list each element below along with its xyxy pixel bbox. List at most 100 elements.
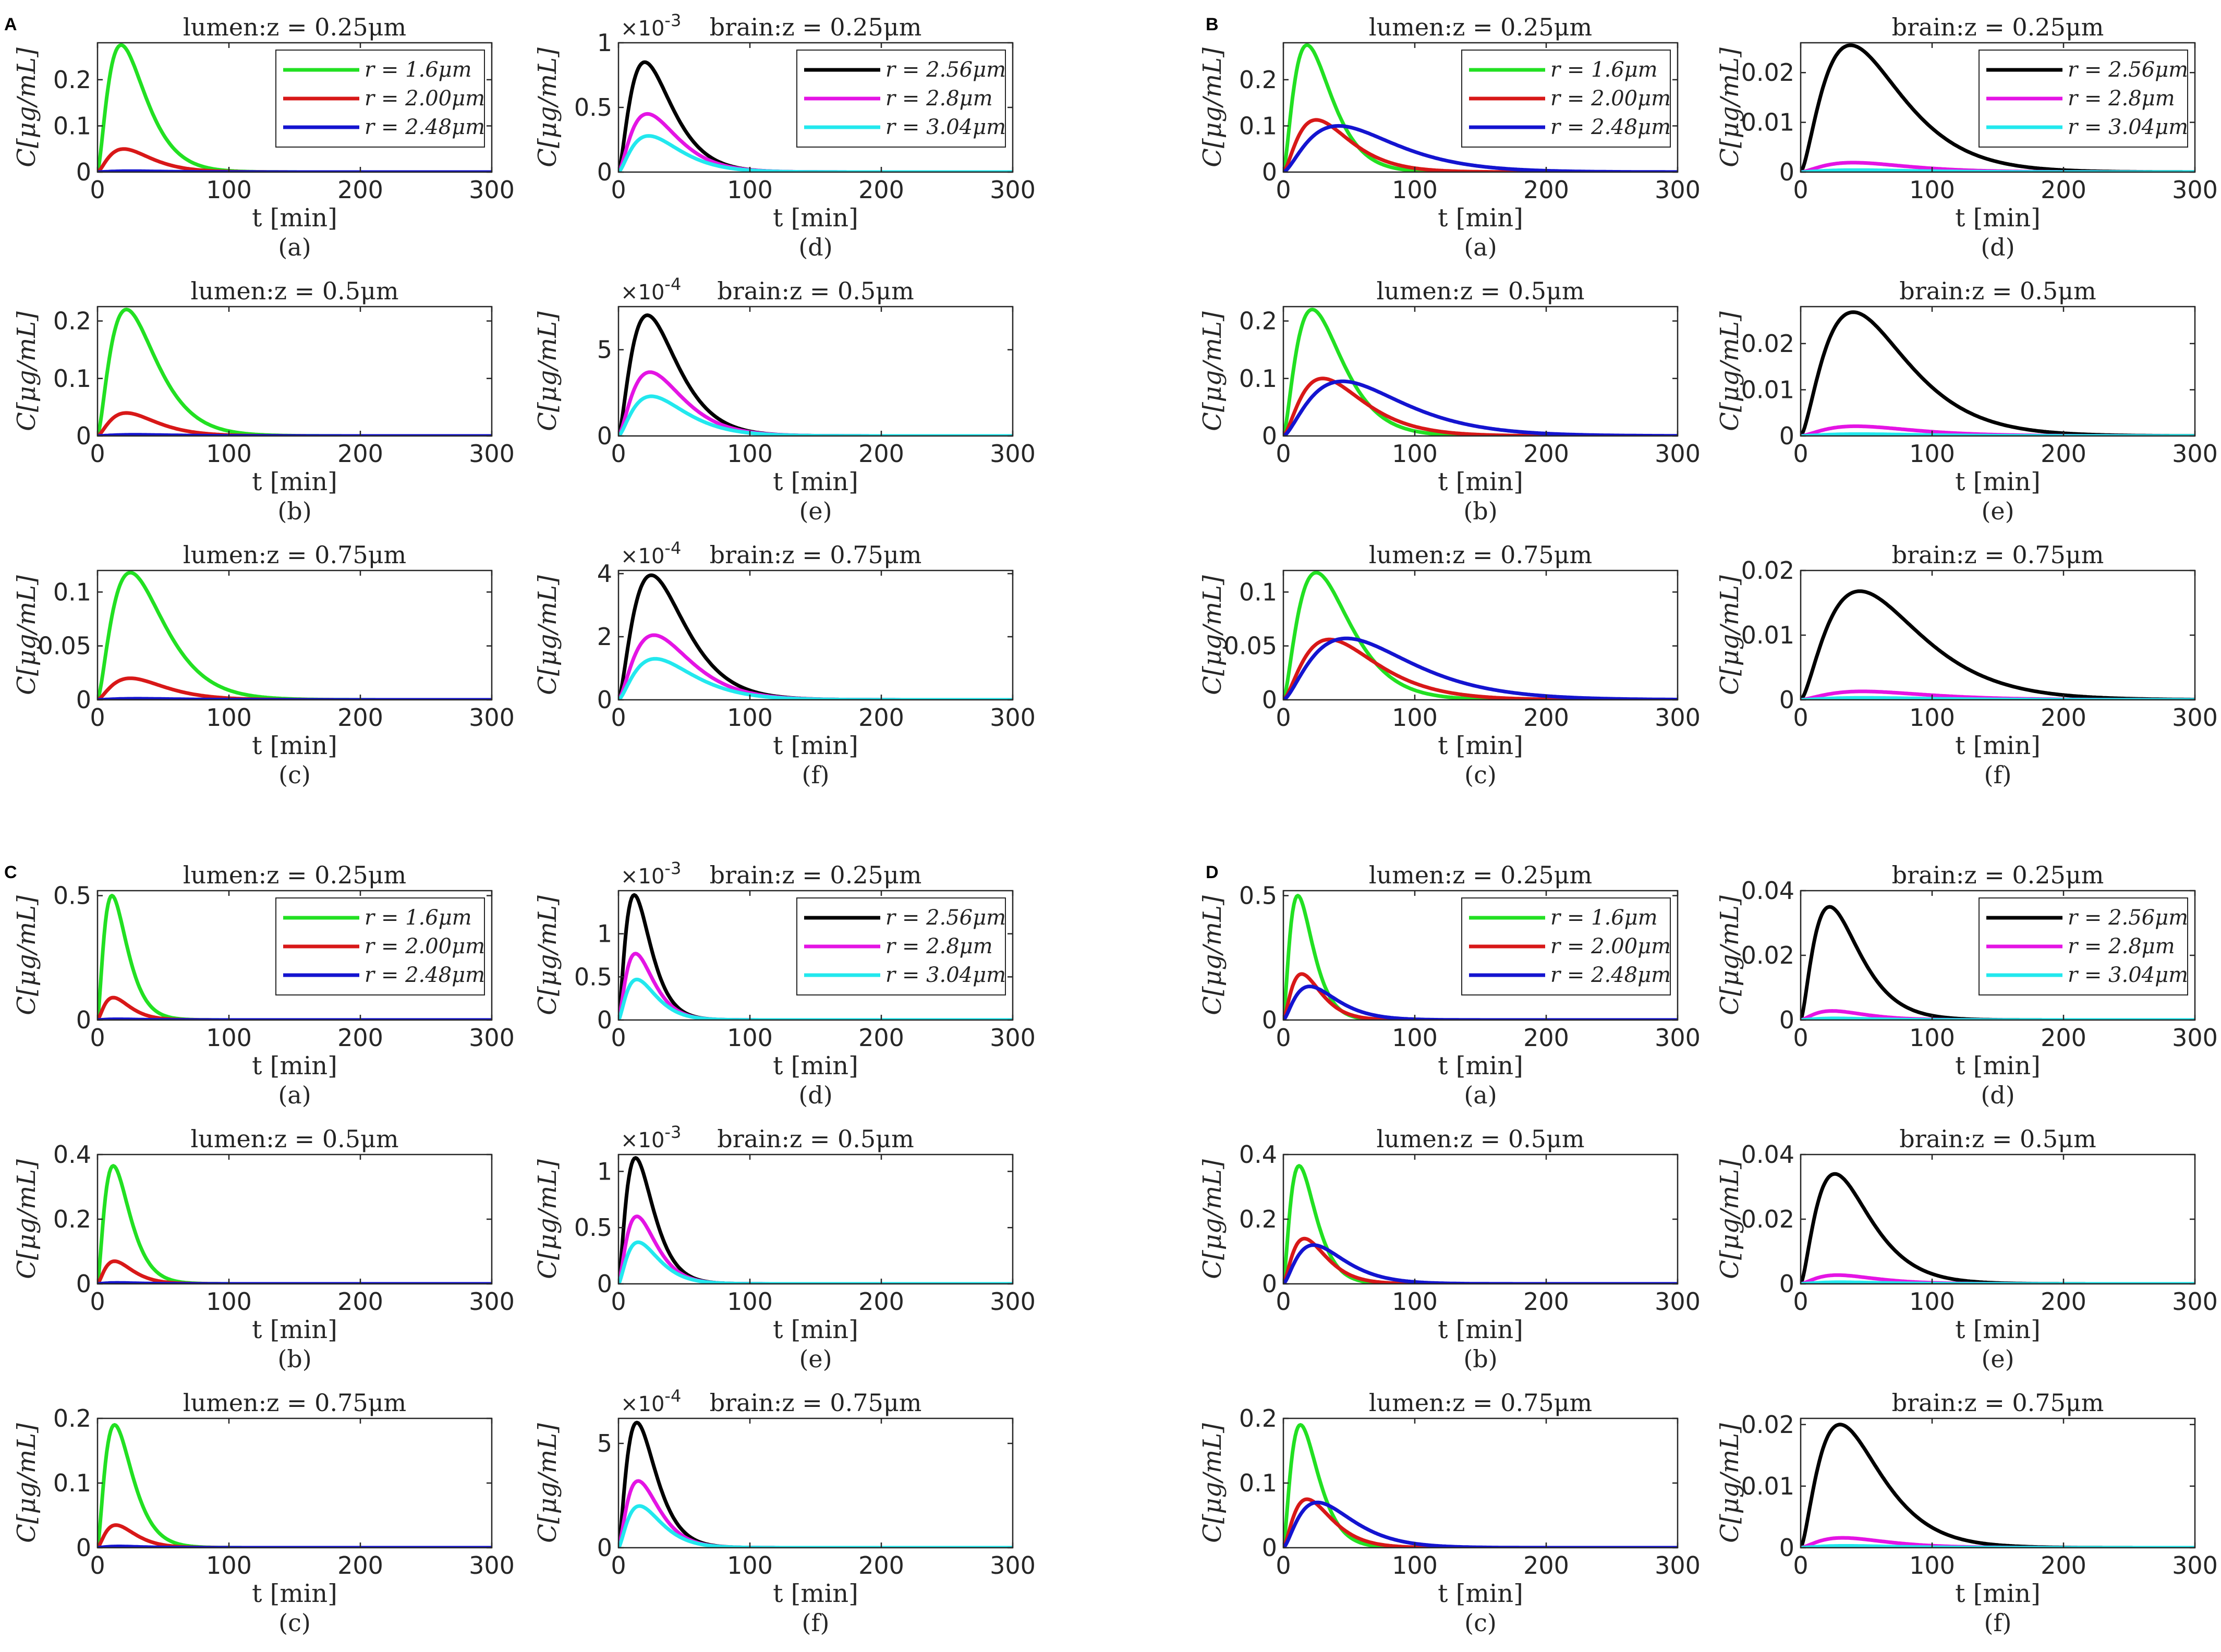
axes-box xyxy=(1800,42,2196,173)
x-axis-label: t [min] xyxy=(1955,467,2041,496)
plot-c-f: 0 100 200 300 0 5 ×10-4 brain:z = 0.75μm C[μg/mL… xyxy=(533,1386,1036,1637)
series-line-blue xyxy=(1283,1500,1678,1548)
legend-box xyxy=(1461,897,1671,995)
y-tick-label: 0 xyxy=(597,1534,612,1562)
x-axis-label: t [min] xyxy=(773,731,858,760)
y-axis-label: C[μg/mL] xyxy=(12,895,41,1015)
plot-c-d: 0 100 200 300 0 0.5 1 ×10-3 brain:z = 0.25μm C[μg… xyxy=(533,858,1036,1109)
y-tick-label: 0.04 xyxy=(1741,1140,1794,1169)
y-tick-label: 2 xyxy=(597,623,612,651)
plot-b-e: 0 100 200 300 0 0.01 0.02 brain:z = 0.5μm C[μg/m… xyxy=(1715,277,2218,525)
x-tick-label: 200 xyxy=(858,703,904,732)
series-line-black xyxy=(618,313,1013,436)
subplot-label: (a) xyxy=(278,1081,311,1109)
series-line-green xyxy=(98,308,492,436)
x-tick-label: 100 xyxy=(206,176,252,204)
series-line-magenta xyxy=(618,1479,1013,1548)
axes-box xyxy=(1282,890,1679,1021)
legend: r = 1.6μm r = 2.00μm r = 2.48μm xyxy=(275,897,485,995)
subplot-label: (e) xyxy=(1981,1345,2014,1373)
x-tick-label: 300 xyxy=(990,1551,1036,1580)
series-line-green xyxy=(1283,570,1678,700)
y-tick-label: 0 xyxy=(1262,1534,1277,1562)
y-tick-label: 1 xyxy=(597,29,612,57)
plot-title: brain:z = 0.75μm xyxy=(1892,1389,2104,1417)
y-tick-label: 0 xyxy=(1779,1006,1794,1034)
x-axis-label: t [min] xyxy=(1955,731,2041,760)
legend-entry: r = 2.8μm xyxy=(2068,934,2175,958)
plot-title: lumen:z = 0.5μm xyxy=(191,1125,399,1153)
series-line-red xyxy=(98,411,492,436)
plot-title: lumen:z = 0.5μm xyxy=(1377,1125,1585,1153)
x-tick-label: 200 xyxy=(1523,176,1569,204)
plot-d-f: 0 100 200 300 0 0.01 0.02 brain:z = 0.75μm C[μg/… xyxy=(1715,1389,2218,1637)
y-axis-label: C[μg/mL] xyxy=(12,1159,41,1279)
y-axis-label: C[μg/mL] xyxy=(12,575,41,695)
y-axis-label: C[μg/mL] xyxy=(1198,1423,1227,1543)
x-axis-label: t [min] xyxy=(252,467,337,496)
subplot-label: (a) xyxy=(1464,1081,1497,1109)
axes-box xyxy=(1282,1153,1679,1285)
x-tick-label: 200 xyxy=(337,176,383,204)
y-tick-label: 0.5 xyxy=(53,882,91,910)
legend-entry: r = 2.56μm xyxy=(885,906,1006,930)
y-tick-label: 0.01 xyxy=(1741,621,1794,649)
series-line-green xyxy=(1283,1164,1678,1284)
y-tick-label: 0.1 xyxy=(53,578,91,606)
x-tick-label: 100 xyxy=(1392,1287,1438,1316)
series-line-red xyxy=(1283,1236,1678,1284)
x-tick-label: 200 xyxy=(2041,440,2086,468)
legend: r = 1.6μm r = 2.00μm r = 2.48μm xyxy=(1461,897,1671,995)
x-tick-label: 200 xyxy=(2041,703,2086,732)
y-axis-label: C[μg/mL] xyxy=(1198,311,1227,431)
subplot-label: (e) xyxy=(1981,497,2014,525)
series-line-red xyxy=(98,1523,492,1548)
plot-title: brain:z = 0.5μm xyxy=(717,277,914,305)
x-tick-label: 300 xyxy=(469,1024,515,1052)
panel-label-d: D xyxy=(1206,863,1219,882)
legend-entry: r = 2.48μm xyxy=(365,115,485,139)
x-axis-label: t [min] xyxy=(1438,1315,1523,1344)
x-tick-label: 100 xyxy=(727,1287,773,1316)
y-tick-label: 0.1 xyxy=(1239,578,1277,606)
y-tick-label: 0.5 xyxy=(574,93,612,122)
x-tick-label: 0 xyxy=(1276,1551,1291,1580)
x-tick-label: 100 xyxy=(727,1024,773,1052)
y-tick-label: 5 xyxy=(597,336,612,364)
x-tick-label: 100 xyxy=(206,703,252,732)
x-tick-label: 0 xyxy=(1793,1024,1808,1052)
legend-entry: r = 2.8μm xyxy=(885,87,993,111)
plot-title: brain:z = 0.25μm xyxy=(1892,861,2104,889)
x-tick-label: 0 xyxy=(611,176,626,204)
plot-a-c: 0 100 200 300 0 0.05 0.1 lumen:z = 0.75μm C[μg/m… xyxy=(12,541,515,789)
x-axis-label: t [min] xyxy=(252,731,337,760)
x-tick-label: 100 xyxy=(1909,1551,1955,1580)
y-tick-label: 0 xyxy=(597,686,612,714)
x-tick-label: 0 xyxy=(1793,1551,1808,1580)
x-tick-label: 200 xyxy=(2041,176,2086,204)
y-tick-label: 0.1 xyxy=(53,112,91,140)
y-axis-label: C[μg/mL] xyxy=(1198,1159,1227,1279)
legend-entry: r = 2.00μm xyxy=(365,934,485,958)
legend: r = 2.56μm r = 2.8μm r = 3.04μm xyxy=(796,897,1006,995)
x-tick-label: 0 xyxy=(1276,440,1291,468)
plot-d-e: 0 100 200 300 0 0.02 0.04 brain:z = 0.5μm C[μg/m… xyxy=(1715,1125,2218,1373)
series-line-green xyxy=(98,1423,492,1548)
legend: r = 2.56μm r = 2.8μm r = 3.04μm xyxy=(1979,897,2188,995)
y-tick-label: 0.02 xyxy=(1741,941,1794,969)
plot-title: brain:z = 0.25μm xyxy=(710,861,922,889)
series-line-red xyxy=(1283,637,1678,700)
y-tick-label: 0.2 xyxy=(53,1205,91,1233)
axes-box xyxy=(617,1153,1014,1285)
x-tick-label: 300 xyxy=(469,1287,515,1316)
subplot-label: (f) xyxy=(1984,761,2012,789)
series-line-cyan xyxy=(618,977,1013,1020)
x-tick-label: 200 xyxy=(337,1024,383,1052)
series-line-red xyxy=(98,147,492,172)
subplot-label: (b) xyxy=(1463,1345,1497,1373)
legend-entry: r = 1.6μm xyxy=(365,906,472,930)
x-axis-label: t [min] xyxy=(1438,1579,1523,1608)
legend: r = 1.6μm r = 2.00μm r = 2.48μm xyxy=(1461,50,1671,148)
series-line-cyan xyxy=(618,657,1013,700)
series-line-blue xyxy=(1283,985,1678,1020)
